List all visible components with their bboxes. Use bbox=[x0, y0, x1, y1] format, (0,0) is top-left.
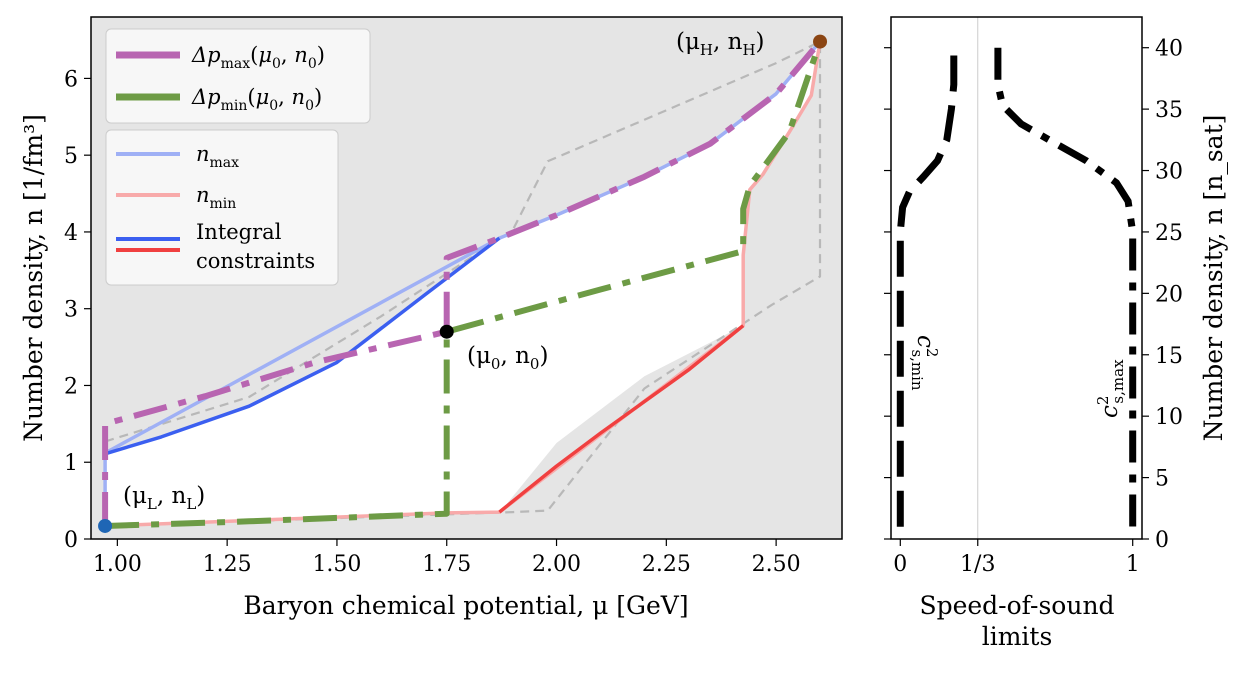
series--p-min-0-n0- bbox=[105, 40, 823, 529]
feasible-region bbox=[105, 41, 821, 526]
main-y-tick-label: 4 bbox=[64, 221, 78, 246]
point-marker-2 bbox=[813, 34, 828, 49]
legend-primary: Δpmax(μ0, n0) Δpmin(μ0, n0) bbox=[105, 28, 371, 124]
side-y-axis-label: Number density, n [n_sat] bbox=[1199, 115, 1228, 442]
side-plot-frame bbox=[890, 16, 1143, 540]
side-y-tick-label: 10 bbox=[1155, 405, 1183, 430]
side-y-tick-label: 5 bbox=[1155, 467, 1169, 492]
side-y-tick-label: 15 bbox=[1155, 344, 1183, 369]
side-y-tick-label: 30 bbox=[1155, 160, 1183, 185]
main-x-tick-label: 1.50 bbox=[312, 552, 361, 577]
legend-secondary: nmax nmin Integral constraints bbox=[105, 129, 339, 286]
point-marker-1 bbox=[98, 518, 113, 533]
legend-label-dp-min: Δpmin(μ0, n0) bbox=[191, 85, 322, 114]
main-x-tick-label: 2.25 bbox=[642, 552, 691, 577]
side-x-axis-label-line2: limits bbox=[982, 622, 1053, 651]
side-x-tick-label: 1/3 bbox=[960, 552, 995, 577]
side-y-tick-label: 0 bbox=[1155, 528, 1169, 553]
main-y-axis-label: Number density, n [1/fm³] bbox=[19, 114, 48, 442]
point-label-mu0-n0: (μ0, n0) bbox=[467, 343, 548, 373]
legend-label-nmin: nmin bbox=[196, 183, 236, 212]
series--p-max-0-n0- bbox=[102, 39, 823, 526]
side-x-tick-label: 1 bbox=[1126, 552, 1140, 577]
main-x-axis-label: Baryon chemical potential, μ [GeV] bbox=[243, 591, 688, 620]
main-x-tick-label: 1.75 bbox=[422, 552, 471, 577]
main-plot-frame bbox=[90, 16, 843, 540]
side-x-tick-label: 0 bbox=[893, 552, 907, 577]
legend-label-nmax: nmax bbox=[196, 142, 239, 171]
series-cs-min bbox=[896, 47, 958, 527]
main-y-tick-label: 3 bbox=[64, 298, 78, 323]
side-y-tick-label: 40 bbox=[1155, 37, 1183, 62]
legend-label-integral-1: Integral bbox=[196, 220, 282, 244]
legend-secondary-box bbox=[105, 129, 339, 286]
main-chart: 1.00 1.25 1.50 1.75 2.00 2.25 2.50 0 1 2 3 4 5 6 Δpma… bbox=[19, 16, 843, 620]
series-cs-max bbox=[994, 47, 1137, 527]
main-x-tick-label: 1.25 bbox=[203, 552, 252, 577]
side-y-tick-label: 35 bbox=[1155, 98, 1183, 123]
main-x-tick-label: 1.00 bbox=[93, 552, 142, 577]
point-marker-0 bbox=[439, 324, 454, 339]
main-y-tick-label: 0 bbox=[64, 528, 78, 553]
curve-label-cs-max: c2s,max bbox=[1094, 359, 1127, 418]
series-n-min bbox=[105, 41, 822, 528]
main-x-tick-label: 2.50 bbox=[752, 552, 801, 577]
series-dashed-outer-bound bbox=[104, 40, 822, 528]
point-label-muH-nH: (μH, nH) bbox=[676, 29, 765, 59]
series-integral-constraint-lower bbox=[498, 324, 745, 514]
main-y-tick-label: 6 bbox=[64, 67, 78, 92]
series-integral-constraint-upper bbox=[104, 236, 501, 456]
main-y-tick-label: 2 bbox=[64, 374, 78, 399]
legend-label-integral-2: constraints bbox=[196, 249, 315, 273]
side-plot-background bbox=[891, 17, 1142, 539]
point-label-muL-nL: (μL, nL) bbox=[123, 483, 205, 513]
main-y-tick-label: 1 bbox=[64, 451, 78, 476]
curve-label-cs-min: c2s,min bbox=[908, 335, 941, 391]
main-axis-ticks: 1.00 1.25 1.50 1.75 2.00 2.25 2.50 0 1 2 3 4 5 6 bbox=[64, 67, 801, 577]
side-y-tick-label: 25 bbox=[1155, 221, 1183, 246]
side-x-axis-label-line1: Speed-of-sound bbox=[919, 591, 1114, 620]
side-y-tick-label: 20 bbox=[1155, 282, 1183, 307]
main-y-tick-label: 5 bbox=[64, 144, 78, 169]
legend-label-dp-max: Δpmax(μ0, n0) bbox=[191, 43, 325, 72]
main-x-tick-label: 2.00 bbox=[532, 552, 581, 577]
